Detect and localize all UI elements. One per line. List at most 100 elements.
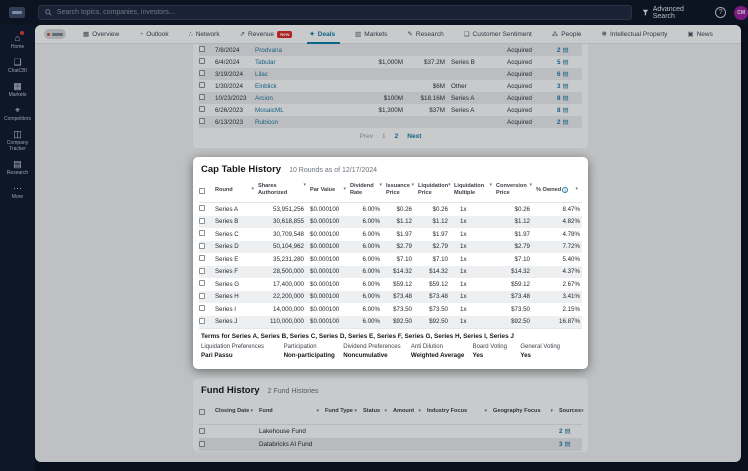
nav-tab[interactable]: ▣ News — [687, 25, 715, 44]
next-page-button[interactable]: Next — [407, 132, 422, 140]
sidebar-item[interactable]: ▤ Research — [0, 159, 35, 176]
deal-sources-count[interactable]: 2 — [557, 46, 561, 54]
cap-table-row[interactable]: Series J 110,000,000 $0.000100 6.00% $92… — [199, 315, 582, 328]
row-checkbox[interactable] — [199, 106, 205, 112]
help-button[interactable]: ? — [715, 7, 727, 18]
row-checkbox[interactable] — [199, 94, 205, 100]
cap-table-row[interactable]: Series E 35,231,280 $0.000100 6.00% $7.1… — [199, 253, 582, 266]
nav-tab[interactable]: ⁂ People — [552, 25, 585, 44]
deal-row[interactable]: 10/23/2023 Arcion $100M $18.16M Series A… — [199, 92, 582, 104]
select-all-checkbox[interactable] — [199, 188, 205, 194]
deal-sources-count[interactable]: 6 — [557, 70, 561, 78]
nav-tab[interactable]: ✦ Deals — [307, 25, 340, 44]
nav-tab[interactable]: ⇗ Revenue New — [240, 25, 293, 44]
company-logo-pill[interactable] — [44, 29, 66, 39]
cap-table-row[interactable]: Series H 22,200,000 $0.000100 6.00% $73.… — [199, 290, 582, 303]
deal-company-link[interactable]: MosaicML — [255, 106, 284, 114]
sidebar-item[interactable]: ▦ Markets — [0, 81, 35, 98]
deal-company-link[interactable]: Arcion — [255, 94, 273, 102]
row-checkbox[interactable] — [199, 440, 205, 447]
select-all-checkbox[interactable] — [199, 409, 205, 415]
fund-sources-count[interactable]: 3 — [559, 441, 563, 448]
deal-sources-count[interactable]: 3 — [557, 82, 561, 90]
row-checkbox[interactable] — [199, 305, 205, 312]
cap-table-row[interactable]: Series I 14,000,000 $0.000100 6.00% $73.… — [199, 303, 582, 316]
sidebar-item[interactable]: ◫ Company Tracker — [0, 129, 35, 152]
sidebar-item[interactable]: ⌂ Home — [0, 31, 35, 50]
sort-caret-icon[interactable]: ▾ — [550, 407, 553, 414]
sort-caret-icon[interactable]: ▾ — [316, 407, 319, 414]
nav-tab[interactable]: ◔ Outlook — [139, 25, 171, 44]
row-checkbox[interactable] — [199, 217, 205, 224]
nav-tab[interactable]: ▦ Overview — [83, 25, 122, 44]
fund-row[interactable]: Databricks AI Fund 3 ▤ — [199, 438, 582, 451]
advanced-search-button[interactable]: Advanced Search — [642, 6, 707, 20]
deal-company-link[interactable]: Prodvana — [255, 46, 282, 54]
nav-tab[interactable]: ∴ Network — [189, 25, 223, 44]
sort-caret-icon[interactable]: ▾ — [384, 407, 387, 414]
sidebar-item[interactable]: ❏ ChatCBI — [0, 57, 35, 74]
row-checkbox[interactable] — [199, 280, 205, 287]
sort-caret-icon[interactable]: ▾ — [379, 182, 382, 188]
row-checkbox[interactable] — [199, 118, 205, 124]
cap-table-row[interactable]: Series B 30,618,855 $0.000100 6.00% $1.1… — [199, 215, 582, 228]
row-checkbox[interactable] — [199, 427, 205, 434]
cbinsights-logo[interactable] — [9, 7, 25, 18]
info-icon[interactable]: i — [562, 186, 569, 193]
row-checkbox[interactable] — [199, 267, 205, 274]
page-1-button[interactable]: 1 — [382, 132, 386, 140]
deal-company-link[interactable]: Rubicon — [255, 118, 279, 126]
sort-caret-icon[interactable]: ▾ — [575, 185, 578, 192]
sort-caret-icon[interactable]: ▾ — [418, 407, 421, 414]
deal-row[interactable]: 1/30/2024 Einblick $6M Other Acquired 3 ▤ — [199, 80, 582, 92]
cap-table-row[interactable]: Series F 28,500,000 $0.000100 6.00% $14.… — [199, 265, 582, 278]
nav-tab[interactable]: ✎ Research — [407, 25, 446, 44]
row-checkbox[interactable] — [199, 230, 205, 237]
cap-table-row[interactable]: Series C 30,709,548 $0.000100 6.00% $1.9… — [199, 228, 582, 241]
row-checkbox[interactable] — [199, 82, 205, 88]
page-2-button[interactable]: 2 — [394, 132, 399, 140]
deal-sources-count[interactable]: 5 — [557, 58, 561, 66]
sort-caret-icon[interactable]: ▾ — [250, 407, 253, 414]
fund-sources-count[interactable]: 2 — [559, 428, 563, 435]
sort-caret-icon[interactable]: ▾ — [484, 407, 487, 414]
sort-caret-icon[interactable]: ▾ — [251, 185, 254, 192]
row-checkbox[interactable] — [199, 255, 205, 262]
nav-tab[interactable]: ❑ Customer Sentiment — [464, 25, 535, 44]
sort-caret-icon[interactable]: ▾ — [529, 182, 532, 188]
global-search-input[interactable]: Search topics, companies, investors... — [37, 5, 632, 20]
nav-tab[interactable]: ❋ Intellectual Property — [602, 25, 671, 44]
row-checkbox[interactable] — [199, 292, 205, 299]
row-checkbox[interactable] — [199, 317, 205, 324]
sort-caret-icon[interactable]: ▾ — [581, 407, 584, 414]
deal-row[interactable]: 7/8/2024 Prodvana Acquired 2 ▤ — [199, 44, 582, 56]
cap-table-row[interactable]: Series G 17,400,000 $0.000100 6.00% $59.… — [199, 278, 582, 291]
deal-company-link[interactable]: Lilac — [255, 70, 268, 78]
deal-sources-count[interactable]: 2 — [557, 118, 561, 126]
sort-caret-icon[interactable]: ▾ — [411, 182, 414, 188]
deal-company-link[interactable]: Tabular — [255, 58, 276, 66]
row-checkbox[interactable] — [199, 46, 205, 52]
sort-caret-icon[interactable]: ▾ — [489, 182, 492, 188]
deal-row[interactable]: 6/26/2023 MosaicML $1,300M $37M Series A… — [199, 104, 582, 116]
sidebar-item[interactable]: ⌖ Competitors — [0, 105, 35, 122]
prev-page-button[interactable]: Prev — [359, 132, 374, 140]
row-checkbox[interactable] — [199, 58, 205, 64]
cap-table-row[interactable]: Series D 50,104,962 $0.000100 6.00% $2.7… — [199, 240, 582, 253]
fund-row[interactable]: Lakehouse Fund 2 ▤ — [199, 425, 582, 438]
cap-table-row[interactable]: Series A 53,951,256 $0.000100 6.00% $0.2… — [199, 203, 582, 216]
deal-sources-count[interactable]: 8 — [557, 106, 561, 114]
row-checkbox[interactable] — [199, 205, 205, 212]
deal-row[interactable]: 6/13/2023 Rubicon Acquired 2 ▤ — [199, 116, 582, 128]
deal-company-link[interactable]: Einblick — [255, 82, 277, 90]
row-checkbox[interactable] — [199, 70, 205, 76]
user-avatar[interactable]: CM — [734, 5, 748, 20]
sort-caret-icon[interactable]: ▾ — [354, 407, 357, 414]
sort-caret-icon[interactable]: ▾ — [343, 185, 346, 192]
row-checkbox[interactable] — [199, 242, 205, 249]
deal-row[interactable]: 3/19/2024 Lilac Acquired 6 ▤ — [199, 68, 582, 80]
sort-caret-icon[interactable]: ▾ — [303, 182, 306, 188]
deal-sources-count[interactable]: 8 — [557, 94, 561, 102]
sort-caret-icon[interactable]: ▾ — [448, 182, 451, 188]
nav-tab[interactable]: ▥ Markets — [355, 25, 390, 44]
